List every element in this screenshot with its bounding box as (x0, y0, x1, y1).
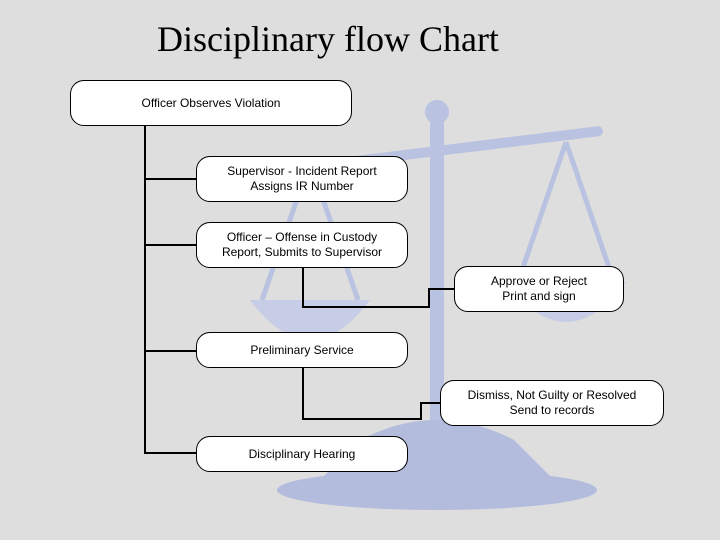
flowchart-connector (428, 288, 430, 308)
flowchart-node-n6: Disciplinary Hearing (196, 436, 408, 472)
flowchart-node-label: Dismiss, Not Guilty or ResolvedSend to r… (468, 388, 637, 418)
flowchart-connector (302, 368, 304, 420)
flowchart-node-n1: Supervisor - Incident ReportAssigns IR N… (196, 156, 408, 202)
flowchart-connector (144, 178, 196, 180)
flowchart-node-n4: Preliminary Service (196, 332, 408, 368)
flowchart-connector (302, 268, 304, 308)
flowchart-connector (302, 418, 422, 420)
chart-title: Disciplinary flow Chart (157, 18, 499, 60)
flowchart-connector (302, 306, 430, 308)
flowchart-node-label: Officer Observes Violation (142, 96, 281, 111)
flowchart-node-n5: Dismiss, Not Guilty or ResolvedSend to r… (440, 380, 664, 426)
flowchart-node-label: Preliminary Service (250, 343, 353, 358)
flowchart-node-label: Supervisor - Incident ReportAssigns IR N… (227, 164, 376, 194)
flowchart-connector (420, 402, 422, 420)
flowchart-connector (144, 350, 196, 352)
flowchart-node-label: Approve or RejectPrint and sign (491, 274, 587, 304)
flowchart-node-n2: Officer – Offense in CustodyReport, Subm… (196, 222, 408, 268)
flowchart-stage: Disciplinary flow Chart Officer Observes… (0, 0, 720, 540)
flowchart-node-n0: Officer Observes Violation (70, 80, 352, 126)
flowchart-node-label: Officer – Offense in CustodyReport, Subm… (222, 230, 382, 260)
flowchart-node-label: Disciplinary Hearing (249, 447, 356, 462)
flowchart-connector (144, 244, 196, 246)
flowchart-connector (144, 126, 146, 454)
flowchart-connector (428, 288, 454, 290)
flowchart-connector (420, 402, 440, 404)
flowchart-node-n3: Approve or RejectPrint and sign (454, 266, 624, 312)
flowchart-connector (144, 452, 196, 454)
